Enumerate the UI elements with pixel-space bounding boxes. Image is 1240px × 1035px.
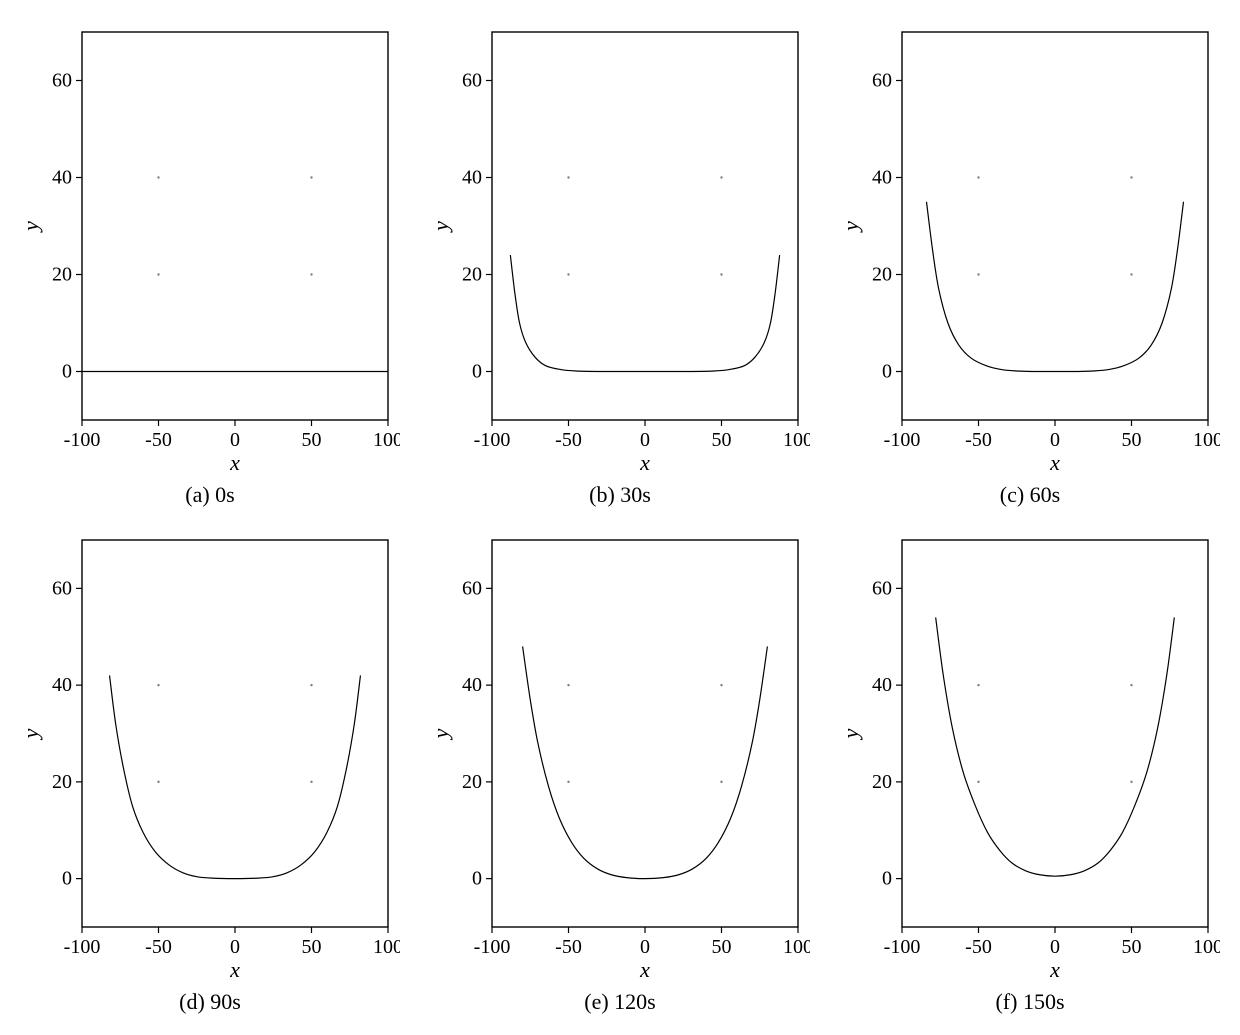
svg-text:100: 100 bbox=[783, 936, 810, 958]
svg-text:20: 20 bbox=[462, 264, 482, 286]
svg-text:60: 60 bbox=[52, 577, 72, 599]
svg-text:60: 60 bbox=[872, 70, 892, 92]
svg-text:20: 20 bbox=[872, 264, 892, 286]
panel-a: -100 -50 0 50 100 0 20 40 60 x y (a) 0s bbox=[20, 20, 400, 508]
svg-text:-100: -100 bbox=[64, 429, 101, 451]
svg-text:y: y bbox=[840, 221, 863, 233]
caption-a: (a) 0s bbox=[185, 482, 234, 508]
svg-text:60: 60 bbox=[462, 70, 482, 92]
svg-text:20: 20 bbox=[462, 771, 482, 793]
chart-svg: -100 -50 0 50 100 0 20 40 60 x y bbox=[20, 20, 400, 476]
svg-text:20: 20 bbox=[52, 264, 72, 286]
svg-text:-100: -100 bbox=[64, 936, 101, 958]
plot-c: -100 -50 0 50 100 0 20 40 60 x y bbox=[840, 20, 1220, 476]
svg-text:50: 50 bbox=[1122, 429, 1142, 451]
plot-f: -100 -50 0 50 100 0 20 40 60 x y bbox=[840, 528, 1220, 983]
chart-svg: -100 -50 0 50 100 0 20 40 60 x y bbox=[840, 20, 1220, 476]
svg-text:x: x bbox=[1049, 957, 1060, 982]
svg-text:50: 50 bbox=[1122, 936, 1142, 958]
svg-text:0: 0 bbox=[62, 868, 72, 890]
svg-text:-50: -50 bbox=[145, 429, 172, 451]
svg-text:-50: -50 bbox=[555, 936, 582, 958]
svg-text:100: 100 bbox=[1193, 936, 1220, 958]
svg-text:-100: -100 bbox=[474, 936, 511, 958]
svg-text:0: 0 bbox=[230, 429, 240, 451]
svg-text:x: x bbox=[639, 450, 650, 475]
svg-text:50: 50 bbox=[712, 429, 732, 451]
svg-text:-100: -100 bbox=[884, 429, 921, 451]
svg-text:-50: -50 bbox=[145, 936, 172, 958]
plot-d: -100 -50 0 50 100 0 20 40 60 x y bbox=[20, 528, 400, 983]
svg-text:0: 0 bbox=[472, 868, 482, 890]
svg-text:50: 50 bbox=[302, 936, 322, 958]
svg-text:y: y bbox=[840, 728, 863, 740]
caption-e: (e) 120s bbox=[584, 989, 655, 1015]
plot-b: -100 -50 0 50 100 0 20 40 60 x y bbox=[430, 20, 810, 476]
svg-text:x: x bbox=[229, 450, 240, 475]
svg-text:20: 20 bbox=[872, 771, 892, 793]
svg-text:x: x bbox=[229, 957, 240, 982]
svg-text:0: 0 bbox=[640, 936, 650, 958]
svg-text:-100: -100 bbox=[884, 936, 921, 958]
panel-e: -100 -50 0 50 100 0 20 40 60 x y (e) 120s bbox=[430, 528, 810, 1015]
plot-e: -100 -50 0 50 100 0 20 40 60 x y bbox=[430, 528, 810, 983]
svg-text:40: 40 bbox=[462, 674, 482, 696]
svg-text:x: x bbox=[639, 957, 650, 982]
svg-text:100: 100 bbox=[373, 936, 400, 958]
caption-c: (c) 60s bbox=[1000, 482, 1060, 508]
svg-text:0: 0 bbox=[882, 868, 892, 890]
subplot-grid: -100 -50 0 50 100 0 20 40 60 x y (a) 0s -100 -50 0 50… bbox=[20, 20, 1220, 1015]
panel-f: -100 -50 0 50 100 0 20 40 60 x y (f) 150s bbox=[840, 528, 1220, 1015]
svg-text:0: 0 bbox=[1050, 936, 1060, 958]
svg-text:-100: -100 bbox=[474, 429, 511, 451]
panel-d: -100 -50 0 50 100 0 20 40 60 x y (d) 90s bbox=[20, 528, 400, 1015]
svg-text:100: 100 bbox=[373, 429, 400, 451]
svg-text:60: 60 bbox=[872, 577, 892, 599]
svg-text:50: 50 bbox=[302, 429, 322, 451]
panel-b: -100 -50 0 50 100 0 20 40 60 x y (b) 30s bbox=[430, 20, 810, 508]
svg-text:0: 0 bbox=[472, 361, 482, 383]
svg-text:-50: -50 bbox=[555, 429, 582, 451]
svg-text:y: y bbox=[20, 221, 43, 233]
svg-text:x: x bbox=[1049, 450, 1060, 475]
svg-text:40: 40 bbox=[872, 674, 892, 696]
svg-text:0: 0 bbox=[882, 361, 892, 383]
caption-f: (f) 150s bbox=[995, 989, 1064, 1015]
svg-text:-50: -50 bbox=[965, 429, 992, 451]
svg-text:60: 60 bbox=[462, 577, 482, 599]
svg-text:y: y bbox=[430, 221, 453, 233]
svg-text:40: 40 bbox=[52, 167, 72, 189]
svg-text:-50: -50 bbox=[965, 936, 992, 958]
svg-text:0: 0 bbox=[62, 361, 72, 383]
svg-text:100: 100 bbox=[783, 429, 810, 451]
caption-d: (d) 90s bbox=[179, 989, 241, 1015]
svg-text:0: 0 bbox=[230, 936, 240, 958]
plot-a: -100 -50 0 50 100 0 20 40 60 x y bbox=[20, 20, 400, 476]
svg-text:y: y bbox=[430, 728, 453, 740]
panel-c: -100 -50 0 50 100 0 20 40 60 x y (c) 60s bbox=[840, 20, 1220, 508]
svg-text:40: 40 bbox=[872, 167, 892, 189]
svg-text:y: y bbox=[20, 728, 43, 740]
svg-text:20: 20 bbox=[52, 771, 72, 793]
chart-svg: -100 -50 0 50 100 0 20 40 60 x y bbox=[20, 528, 400, 983]
svg-text:0: 0 bbox=[640, 429, 650, 451]
chart-svg: -100 -50 0 50 100 0 20 40 60 x y bbox=[430, 528, 810, 983]
caption-b: (b) 30s bbox=[589, 482, 651, 508]
svg-text:100: 100 bbox=[1193, 429, 1220, 451]
chart-svg: -100 -50 0 50 100 0 20 40 60 x y bbox=[840, 528, 1220, 983]
svg-text:40: 40 bbox=[462, 167, 482, 189]
svg-text:60: 60 bbox=[52, 70, 72, 92]
chart-svg: -100 -50 0 50 100 0 20 40 60 x y bbox=[430, 20, 810, 476]
svg-text:0: 0 bbox=[1050, 429, 1060, 451]
svg-text:40: 40 bbox=[52, 674, 72, 696]
svg-text:50: 50 bbox=[712, 936, 732, 958]
